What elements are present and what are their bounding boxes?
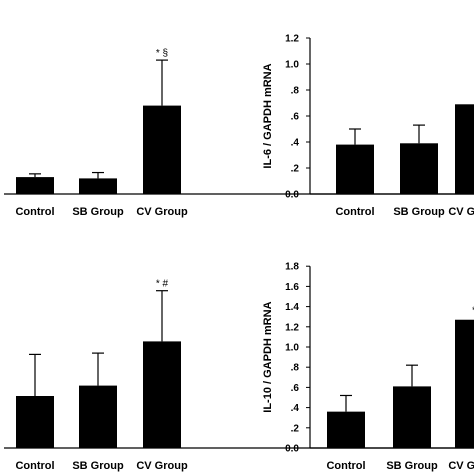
bar [16, 396, 54, 448]
x-tick-label: Control [326, 460, 365, 472]
y-tick-label: 1.2 [285, 34, 299, 45]
bar [455, 319, 474, 448]
bar [79, 385, 117, 448]
x-tick-label: SB Group [393, 206, 445, 218]
chart-top-left: Control SB Group * § CV Group [4, 48, 474, 218]
bar [400, 143, 438, 194]
y-tick-label: .8 [291, 86, 300, 97]
y-tick-label: 0.0 [285, 190, 299, 201]
y-tick-label: 1.2 [285, 322, 299, 333]
y-tick-label: 1.8 [285, 262, 299, 273]
y-tick-label: 1.4 [285, 302, 299, 313]
x-tick-label: SB Group [72, 460, 124, 472]
x-tick-label: CV Group [448, 206, 474, 218]
y-tick-label: .4 [291, 138, 300, 149]
y-tick-label: .8 [291, 363, 300, 374]
significance-marker: * § [156, 48, 168, 59]
bar [16, 177, 54, 194]
x-tick-label: CV Group [448, 460, 474, 472]
y-tick-label: .6 [291, 383, 300, 394]
x-tick-label: Control [15, 460, 54, 472]
x-tick-label: Control [335, 206, 374, 218]
bar [327, 411, 365, 448]
y-tick-label: 1.0 [285, 60, 299, 71]
y-tick-label: .6 [291, 112, 300, 123]
y-tick-label: .2 [291, 164, 300, 175]
y-tick-label: .2 [291, 423, 300, 434]
x-tick-label: CV Group [136, 206, 188, 218]
y-tick-label: .4 [291, 403, 300, 414]
bar [143, 341, 181, 448]
bar [393, 386, 431, 448]
x-tick-label: SB Group [386, 460, 438, 472]
significance-marker: * [472, 306, 474, 317]
y-axis-label: IL-10 / GAPDH mRNA [262, 301, 274, 412]
bar [143, 105, 181, 194]
bar [336, 144, 374, 194]
x-tick-label: CV Group [136, 460, 188, 472]
chart-top-right: 0.0 .2 .4 .6 .8 1.0 1.2 IL-6 / GAPDH mRNA Contro… [262, 34, 474, 218]
significance-marker: * # [156, 279, 169, 290]
y-tick-label: 0.0 [285, 444, 299, 455]
y-tick-label: 1.0 [285, 343, 299, 354]
bar [455, 104, 474, 194]
x-tick-label: Control [15, 206, 54, 218]
x-tick-label: SB Group [72, 206, 124, 218]
y-tick-label: 1.6 [285, 282, 299, 293]
y-axis-label: IL-6 / GAPDH mRNA [262, 63, 274, 168]
chart-bottom-right: 0.0 .2 .4 .6 .8 1.0 1.2 1.4 1.6 1.8 IL-10 / GAPDH … [262, 262, 474, 472]
bar [79, 178, 117, 194]
